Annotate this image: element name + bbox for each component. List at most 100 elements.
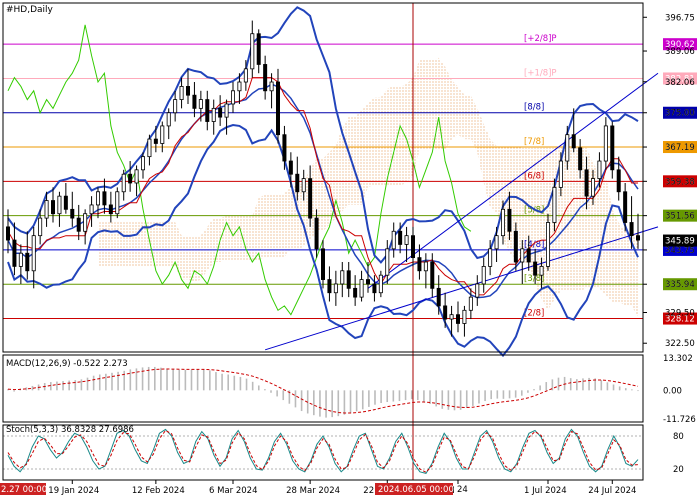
price-tag-text: 367.19	[665, 143, 695, 153]
candle	[513, 222, 518, 271]
candle-body	[63, 195, 68, 210]
candle	[224, 99, 229, 135]
candle-body	[327, 279, 332, 294]
candle	[591, 169, 596, 205]
candle-body	[76, 217, 81, 232]
candle	[546, 213, 551, 271]
candle-body	[31, 235, 36, 272]
candle	[243, 60, 248, 91]
candle-body	[552, 186, 557, 223]
candle-body	[256, 33, 261, 65]
murrey-level-label: [+1/8]P	[524, 68, 557, 78]
candle-body	[275, 81, 280, 136]
candle	[430, 253, 435, 298]
x-tick-label: 24 Jul 2024	[588, 486, 636, 496]
macd-frame	[2, 354, 644, 423]
candle-body	[333, 283, 338, 294]
candle-body	[230, 90, 235, 105]
candle-body	[44, 200, 49, 219]
channel-lower-line	[264, 226, 659, 351]
candle-body	[488, 248, 493, 267]
candle	[481, 257, 486, 293]
candle	[83, 209, 88, 245]
candle	[610, 121, 615, 179]
murrey-level-label: [8/8]	[524, 103, 544, 113]
candle	[410, 226, 415, 267]
y-tick-label: 359.38	[665, 177, 695, 187]
candle	[211, 99, 216, 135]
candle-body	[591, 178, 596, 197]
current-price-text: 345.89	[665, 237, 695, 247]
candle	[230, 82, 235, 113]
candle-body	[462, 309, 467, 324]
candle	[558, 152, 563, 197]
candle	[417, 244, 422, 280]
candle	[333, 270, 338, 306]
candle	[301, 169, 306, 201]
price-tag-text: 382.81	[665, 74, 695, 84]
candle-body	[443, 305, 448, 320]
symbol-label: #HD,Daily	[6, 5, 54, 15]
price-tag-text: 359.38	[665, 177, 695, 187]
candle-body	[102, 191, 107, 206]
candle-body	[546, 222, 551, 267]
candle-body	[520, 248, 525, 263]
candle	[250, 20, 255, 78]
candle	[121, 169, 126, 201]
price-tag	[663, 243, 697, 256]
candle-body	[57, 195, 62, 215]
y-tick-label: 389.06	[665, 47, 695, 57]
candle	[462, 305, 467, 337]
candle-body	[250, 33, 255, 70]
candle	[140, 152, 145, 179]
stochastic-panel[interactable]	[3, 428, 643, 474]
murrey-level-label: [2/8]	[524, 309, 544, 319]
candle	[423, 253, 428, 289]
price-tag-text: 335.94	[665, 280, 695, 290]
candle-body	[597, 160, 602, 179]
candle-body	[263, 64, 268, 92]
candle-body	[224, 103, 229, 118]
candle	[636, 213, 641, 249]
price-tag	[663, 38, 697, 51]
candle-body	[391, 230, 396, 250]
candle-body	[539, 265, 544, 276]
y-tick-label: 322.50	[665, 339, 695, 349]
candle	[18, 244, 23, 284]
candle	[288, 152, 293, 188]
stoch-signal-line	[7, 429, 639, 473]
candle-body	[571, 134, 576, 149]
candle	[256, 29, 261, 74]
candle	[44, 191, 49, 227]
price-tag	[663, 72, 697, 85]
x-tick-label: 12 Feb 2024	[132, 486, 185, 496]
price-tag	[663, 209, 697, 222]
candle	[571, 108, 576, 153]
y-tick-label: 343.75	[665, 246, 695, 256]
candle	[365, 262, 370, 293]
candle	[275, 68, 280, 144]
candle-body	[385, 248, 390, 276]
candle-body	[346, 270, 351, 289]
candle-body	[565, 134, 570, 162]
candle	[353, 275, 358, 306]
candle	[51, 187, 56, 223]
murrey-level-label: [6/8]	[524, 171, 544, 181]
candle	[25, 231, 30, 280]
candle	[378, 270, 383, 298]
candle	[494, 226, 499, 263]
candle-body	[513, 230, 518, 263]
candle	[552, 178, 557, 232]
candle-body	[269, 81, 274, 92]
candle-body	[38, 217, 43, 237]
macd-panel[interactable]	[7, 366, 639, 418]
macd-y-tick-label: 0.00	[663, 386, 682, 396]
candle	[198, 90, 203, 122]
murrey-level-label: [5/8]	[524, 206, 544, 216]
candle	[526, 235, 531, 271]
candle-body	[372, 283, 377, 294]
main-price-chart[interactable]: [+2/8]P [+1/8]P [8/8] [7/8] [6/8] [5/8] [4/8] […	[3, 3, 659, 480]
candle-body	[128, 173, 133, 184]
candle	[173, 90, 178, 122]
